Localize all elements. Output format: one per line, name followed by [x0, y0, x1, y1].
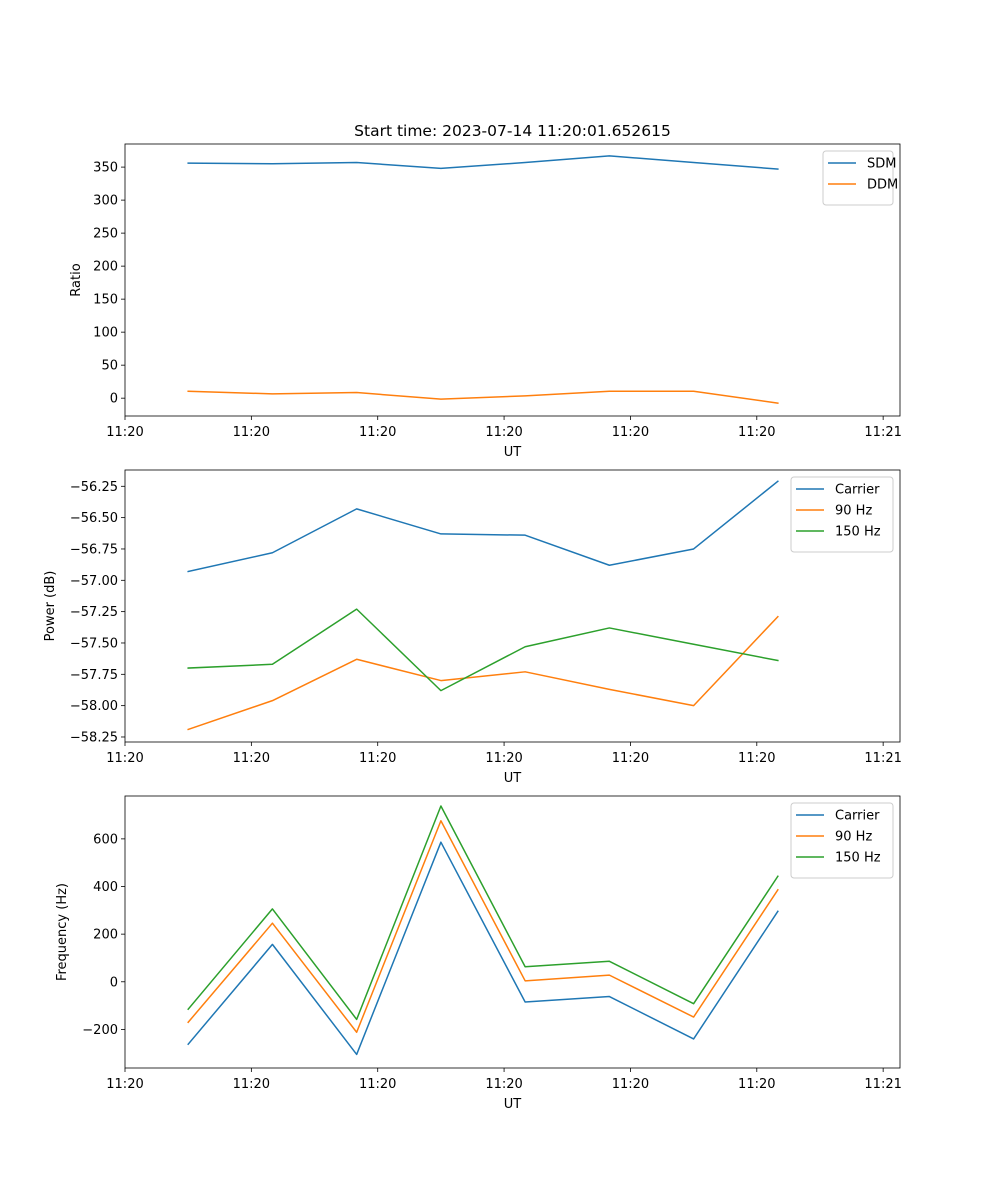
y-tick-label: −56.75: [70, 542, 118, 557]
legend: SDM DDM: [822, 150, 898, 206]
legend: Carrier 90 Hz 150 Hz: [790, 802, 894, 879]
x-tick-label: 11:21: [864, 751, 901, 766]
series-line-ddm: [187, 390, 779, 404]
legend-label: 150 Hz: [835, 525, 881, 540]
series-line-90-hz: [187, 615, 779, 731]
y-tick-label: −57.25: [70, 605, 118, 620]
y-tick-label: 100: [93, 326, 118, 341]
y-tick-label: −58.25: [70, 730, 118, 745]
y-tick-label: 0: [110, 975, 118, 990]
x-tick-label: 11:21: [864, 1077, 901, 1092]
y-axis-label: Power (dB): [43, 571, 58, 642]
x-axis-label: UT: [504, 1097, 522, 1112]
axes-frame: [124, 795, 901, 1069]
legend-label: Carrier: [835, 483, 880, 498]
series-line-sdm: [187, 155, 779, 170]
y-tick-label: 400: [93, 880, 118, 895]
y-tick-label: −56.50: [70, 511, 118, 526]
x-tick-label: 11:20: [359, 1077, 396, 1092]
y-tick-label: −56.25: [70, 480, 118, 495]
axes-frame: [124, 143, 901, 417]
x-tick-label: 11:20: [359, 425, 396, 440]
y-tick-label: 50: [101, 359, 118, 374]
legend-frame: [790, 802, 894, 879]
x-tick-label: 11:20: [612, 751, 649, 766]
series-line-90-hz: [187, 820, 779, 1034]
y-tick-label: −57.75: [70, 668, 118, 683]
series-line-carrier: [187, 841, 779, 1056]
series-line-150-hz: [187, 608, 779, 692]
legend-frame: [822, 150, 894, 206]
legend: Carrier 90 Hz 150 Hz: [790, 476, 894, 553]
y-axis-label: Frequency (Hz): [55, 883, 70, 981]
x-tick-label: 11:20: [485, 751, 522, 766]
y-tick-label: 150: [93, 293, 118, 308]
y-tick-label: 200: [93, 260, 118, 275]
legend-label: Carrier: [835, 809, 880, 824]
legend-label: DDM: [867, 178, 898, 193]
x-tick-label: 11:20: [106, 751, 143, 766]
legend-frame: [790, 476, 894, 553]
legend-label: SDM: [867, 157, 896, 172]
x-tick-label: 11:20: [106, 1077, 143, 1092]
x-tick-label: 11:20: [738, 425, 775, 440]
subplot-3: 11:20 11:20 11:20 11:20 11:20 11:20 11:21 −200 0…: [55, 795, 902, 1112]
x-tick-label: 11:21: [864, 425, 901, 440]
y-tick-label: 300: [93, 194, 118, 209]
y-axis-label: Ratio: [69, 263, 84, 296]
x-tick-label: 11:20: [106, 425, 143, 440]
x-tick-label: 11:20: [233, 425, 270, 440]
x-tick-label: 11:20: [738, 751, 775, 766]
chart-title: Start time: 2023-07-14 11:20:01.652615: [354, 122, 671, 140]
subplot-2: 11:20 11:20 11:20 11:20 11:20 11:20 11:21 −58.2…: [43, 469, 902, 786]
x-tick-label: 11:20: [233, 1077, 270, 1092]
y-tick-label: −200: [82, 1023, 118, 1038]
series-line-150-hz: [187, 805, 779, 1021]
y-tick-label: −57.50: [70, 636, 118, 651]
y-tick-label: 250: [93, 227, 118, 242]
legend-label: 90 Hz: [835, 504, 872, 519]
x-axis-label: UT: [504, 445, 522, 460]
x-tick-label: 11:20: [233, 751, 270, 766]
x-tick-label: 11:20: [359, 751, 396, 766]
series-line-carrier: [187, 480, 779, 573]
y-tick-label: −58.00: [70, 699, 118, 714]
x-tick-label: 11:20: [738, 1077, 775, 1092]
x-axis-label: UT: [504, 771, 522, 786]
x-tick-label: 11:20: [612, 425, 649, 440]
legend-label: 150 Hz: [835, 851, 881, 866]
x-tick-label: 11:20: [612, 1077, 649, 1092]
subplot-1: 11:20 11:20 11:20 11:20 11:20 11:20 11:21 0 50 10…: [69, 143, 902, 460]
y-tick-label: 600: [93, 832, 118, 847]
legend-label: 90 Hz: [835, 830, 872, 845]
y-tick-label: 0: [110, 392, 118, 407]
y-tick-label: 200: [93, 928, 118, 943]
y-tick-label: 350: [93, 161, 118, 176]
x-tick-label: 11:20: [485, 425, 522, 440]
subplots: 11:20 11:20 11:20 11:20 11:20 11:20 11:21 0 50 10…: [43, 143, 902, 1112]
x-tick-label: 11:20: [485, 1077, 522, 1092]
axes-frame: [124, 469, 901, 743]
y-tick-label: −57.00: [70, 574, 118, 589]
